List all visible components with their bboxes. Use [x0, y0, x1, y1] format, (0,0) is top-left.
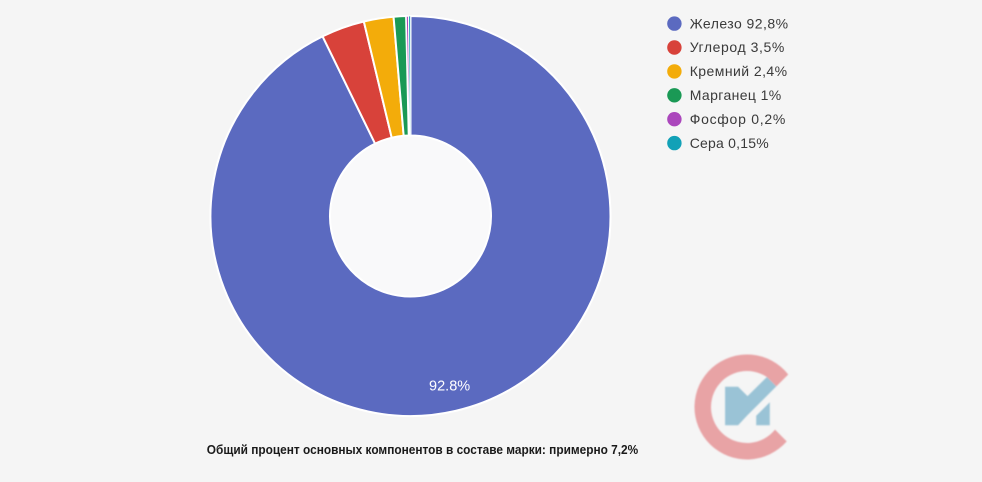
- svg-text:Железо 92,8%: Железо 92,8%: [690, 15, 788, 31]
- svg-text:Кремний 2,4%: Кремний 2,4%: [690, 63, 787, 79]
- svg-text:Фосфор 0,2%: Фосфор 0,2%: [690, 111, 786, 127]
- svg-text:Марганец 1%: Марганец 1%: [690, 87, 782, 103]
- svg-text:Углерод 3,5%: Углерод 3,5%: [690, 39, 785, 55]
- svg-text:92.8%: 92.8%: [429, 379, 470, 395]
- svg-text:Общий процент основных компоне: Общий процент основных компонентов в сос…: [207, 442, 639, 457]
- svg-text:Сера 0,15%: Сера 0,15%: [690, 135, 769, 151]
